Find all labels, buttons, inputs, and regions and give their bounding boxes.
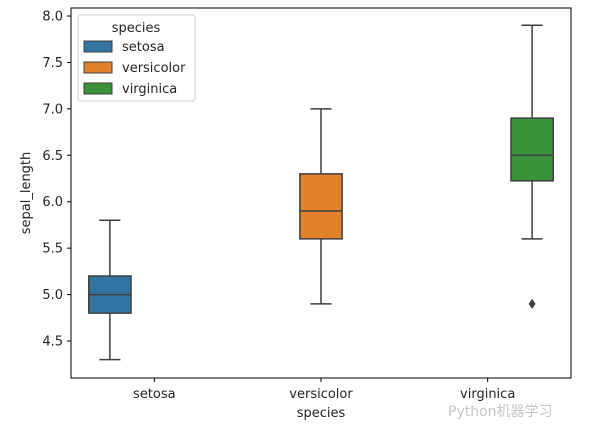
y-tick-label: 4.5 — [42, 335, 63, 350]
y-tick-label: 5.5 — [42, 242, 63, 257]
legend-entry: versicolor — [122, 61, 186, 76]
legend-entry: virginica — [122, 82, 177, 97]
watermark: Python机器学习 — [448, 404, 553, 420]
y-tick-label: 5.0 — [42, 288, 63, 303]
y-axis-label: sepal_length — [19, 152, 34, 235]
outlier-point — [528, 298, 536, 309]
iqr-box — [299, 173, 343, 240]
y-tick-label: 6.5 — [42, 149, 63, 164]
y-tick-label: 7.0 — [42, 102, 63, 117]
y-tick-label: 6.0 — [42, 195, 63, 210]
x-tick-label: versicolor — [289, 387, 353, 402]
legend-swatch — [83, 61, 113, 74]
x-tick-label: setosa — [133, 387, 176, 402]
x-tick-label: virginica — [460, 387, 515, 402]
x-axis-label: species — [297, 406, 346, 421]
iqr-box — [510, 117, 554, 182]
legend-title: species — [112, 21, 161, 36]
legend-frame — [77, 14, 196, 102]
legend-swatch — [83, 82, 113, 95]
y-tick-label: 8.0 — [42, 10, 63, 25]
legend-swatch — [83, 40, 113, 53]
box-setosa — [88, 219, 132, 361]
legend-entry: setosa — [122, 40, 165, 55]
box-versicolor — [299, 108, 343, 305]
legend: species setosa versicolor virginica — [77, 14, 196, 102]
box-virginica — [510, 24, 554, 309]
y-tick-label: 7.5 — [42, 56, 63, 71]
